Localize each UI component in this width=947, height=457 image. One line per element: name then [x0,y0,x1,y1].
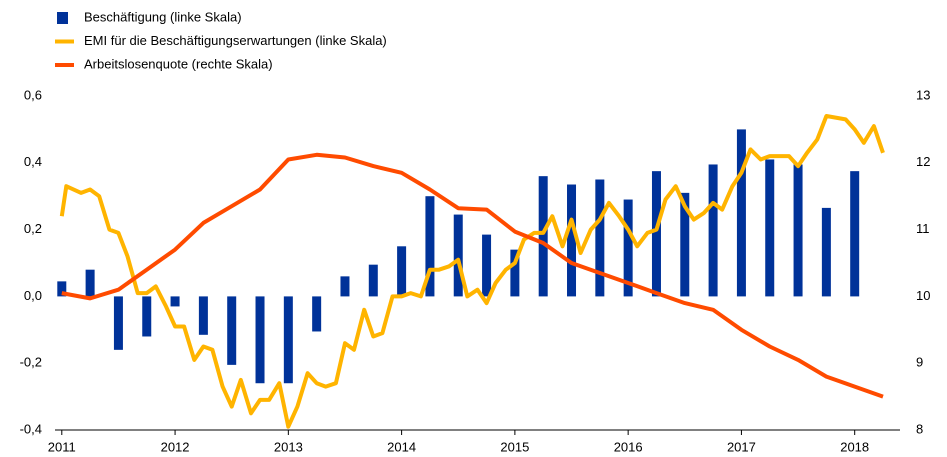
y2-tick-label: 13 [916,87,930,102]
bar [623,199,633,297]
bar [170,296,180,307]
x-tick-label: 2016 [614,439,643,454]
bar [680,192,690,297]
x-tick-label: 2013 [274,439,303,454]
bar [255,296,265,384]
bar [736,129,746,297]
bar [538,176,548,297]
bar [708,164,718,297]
bar [283,296,293,384]
bar [312,296,322,332]
bar [765,159,775,297]
x-tick-label: 2011 [48,439,76,454]
bar [793,164,803,297]
y2-tick-label: 9 [916,355,923,370]
bar [425,196,435,297]
bar [510,249,520,297]
bar [453,214,463,297]
y2-tick-label: 11 [916,221,930,236]
y2-tick-label: 8 [916,421,923,436]
y-tick-label: -0,2 [20,355,42,370]
legend-label: Beschäftigung (linke Skala) [84,9,242,24]
bar [821,207,831,297]
bar [595,179,605,297]
x-tick-label: 2017 [727,439,756,454]
y-tick-label: 0,4 [24,154,42,169]
x-tick-label: 2018 [840,439,869,454]
bar [57,281,67,297]
bar [651,171,661,297]
legend-swatch [57,12,68,24]
bar [567,184,577,297]
bar [227,296,237,365]
bar [113,296,123,350]
x-tick-label: 2014 [387,439,416,454]
bar [368,264,378,297]
line [59,114,885,429]
x-tick-label: 2015 [500,439,529,454]
bar [850,171,860,297]
bar [198,296,208,335]
y-tick-label: 0,0 [24,288,42,303]
bar [482,234,492,297]
y-tick-label: -0,4 [20,421,42,436]
y2-tick-label: 10 [916,288,930,303]
line [61,152,884,399]
y-tick-label: 0,6 [24,87,42,102]
legend-label: Arbeitslosenquote (rechte Skala) [84,56,273,71]
bar [340,276,350,297]
legend-label: EMI für die Beschäftigungserwartungen (l… [84,33,387,48]
y-tick-label: 0,2 [24,221,42,236]
y2-tick-label: 12 [916,154,930,169]
bar [397,246,407,297]
bar [142,296,152,337]
x-tick-label: 2012 [161,439,190,454]
bar [85,269,95,297]
